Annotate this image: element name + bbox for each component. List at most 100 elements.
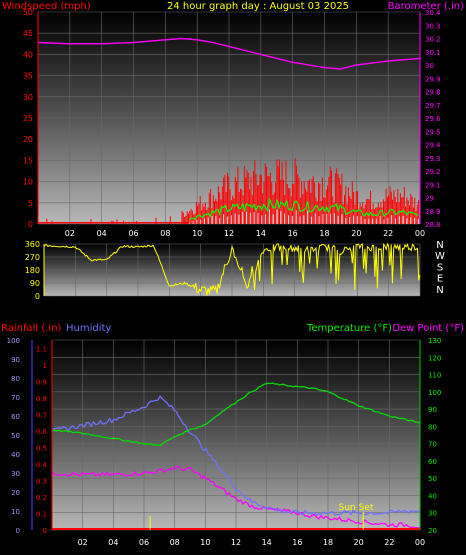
temperature-ticks: 20 30 40 50 60 70 80 90 100 110 120 130	[428, 337, 441, 535]
x-tick-label: 22	[383, 229, 393, 238]
barometer-tick-label: 30.4	[425, 9, 441, 17]
humidity-tick-label: 40	[11, 451, 20, 459]
temperature-tick-label: 60	[428, 458, 437, 466]
x-tick-label: 12	[231, 538, 241, 547]
x-tick-label: 06	[139, 538, 149, 547]
barometer-tick-label: 29.8	[425, 89, 441, 97]
dewpoint-axis-title: Dew Point (°F)	[392, 323, 464, 334]
x-tick-label: 02	[78, 538, 88, 547]
wind-x-ticks: 02 04 06 08 10 12 14 16 18 20 22 00	[65, 229, 425, 238]
x-tick-label: 04	[108, 538, 118, 547]
x-tick-label: 02	[65, 229, 75, 238]
humidity-tick-label: 100	[7, 337, 20, 345]
humidity-tick-label: 90	[11, 356, 20, 364]
wind-direction-line	[43, 242, 421, 296]
temperature-axis-title: Temperature (°F)	[306, 323, 392, 334]
barometer-tick-label: 29.2	[425, 168, 441, 176]
wind-tick-label: 5	[28, 199, 33, 208]
x-tick-label: 08	[170, 538, 180, 547]
temperature-tick-label: 40	[428, 492, 437, 500]
wind-tick-label: 40	[23, 50, 33, 59]
temperature-tick-label: 20	[428, 527, 437, 535]
temperature-line	[51, 382, 421, 447]
barometer-line	[37, 37, 421, 70]
barometer-tick-label: 30.1	[425, 49, 441, 57]
rain-tick-label: 0.7	[36, 411, 47, 419]
x-tick-label: 04	[97, 229, 107, 238]
x-tick-label: 14	[262, 538, 272, 547]
wind-tick-label: 10	[23, 178, 33, 187]
x-tick-label: 12	[224, 229, 234, 238]
wind-tick-label: 25	[23, 114, 33, 123]
x-tick-label: 22	[384, 538, 394, 547]
compass-label: E	[437, 274, 443, 285]
barometer-tick-label: 29	[425, 195, 434, 203]
wind-average-line	[188, 197, 419, 221]
rain-tick-label: 0.4	[36, 461, 48, 469]
temperature-tick-label: 30	[428, 510, 437, 518]
x-tick-label: 20	[354, 538, 364, 547]
x-tick-label: 06	[128, 229, 138, 238]
rain-tick-label: 0.6	[36, 428, 48, 436]
rain-tick-label: 0.8	[36, 395, 47, 403]
direction-series	[43, 242, 421, 296]
temp-series	[51, 382, 421, 530]
humidity-ticks: 0 10 20 30 40 50 60 70 80 90 100	[7, 337, 20, 535]
barometer-tick-label: 28.8	[425, 221, 441, 229]
direction-tick-label: 90	[30, 279, 40, 288]
rain-tick-label: 0.3	[36, 477, 47, 485]
temperature-tick-label: 70	[428, 441, 437, 449]
rain-ticks: 0 0.1 0.2 0.3 0.4 0.5 0.6 0.7 0.8 0.9 1 1.1	[36, 345, 48, 535]
humidity-tick-label: 50	[11, 432, 20, 440]
x-tick-label: 16	[288, 229, 298, 238]
barometer-tick-label: 30	[425, 62, 434, 70]
x-tick-label: 18	[319, 229, 329, 238]
wind-tick-label: 20	[23, 135, 33, 144]
barometer-tick-label: 29.1	[425, 181, 441, 189]
wind-tick-label: 30	[23, 93, 33, 102]
rain-tick-label: 0.2	[36, 494, 47, 502]
rain-tick-label: 0.9	[36, 378, 47, 386]
wind-tick-label: 0	[28, 220, 33, 229]
direction-tick-label: 0	[35, 292, 40, 301]
wind-left-ticks: 0 5 10 15 20 25 30 35 40 45 50	[23, 8, 33, 229]
chart-title: 24 hour graph day : August 03 2025	[167, 1, 349, 12]
humidity-line	[51, 394, 421, 516]
temperature-tick-label: 130	[428, 337, 441, 345]
barometer-tick-label: 29.3	[425, 155, 441, 163]
humidity-axis-title: Humidity	[66, 323, 111, 334]
humidity-tick-label: 0	[16, 527, 20, 535]
x-tick-label: 00	[415, 538, 425, 547]
barometer-tick-label: 28.9	[425, 208, 441, 216]
barometer-tick-label: 29.6	[425, 115, 441, 123]
x-tick-label: 00	[415, 229, 425, 238]
x-tick-label: 10	[200, 538, 210, 547]
barometer-tick-label: 30.3	[425, 22, 441, 30]
barometer-tick-label: 29.7	[425, 102, 441, 110]
wind-series	[37, 37, 421, 224]
compass-label: S	[437, 262, 443, 273]
direction-tick-label: 180	[25, 266, 40, 275]
barometer-tick-label: 29.4	[425, 142, 441, 150]
compass-label: N	[436, 285, 443, 296]
wind-tick-label: 15	[23, 156, 33, 165]
x-tick-label: 08	[160, 229, 170, 238]
rainfall-axis-title: Rainfall (.in)	[1, 323, 62, 334]
wind-tick-label: 45	[23, 29, 33, 38]
barometer-tick-label: 29.5	[425, 128, 441, 136]
dewpoint-line	[51, 465, 421, 529]
humidity-tick-label: 20	[11, 489, 20, 497]
x-tick-label: 18	[323, 538, 333, 547]
temp-x-ticks: 02 04 06 08 10 12 14 16 18 20 22 00	[78, 538, 426, 547]
humidity-tick-label: 10	[11, 508, 20, 516]
humidity-tick-label: 70	[11, 394, 20, 402]
temperature-tick-label: 120	[428, 354, 441, 362]
humidity-tick-label: 80	[11, 375, 20, 383]
temperature-tick-label: 90	[428, 406, 437, 414]
temperature-tick-label: 80	[428, 423, 437, 431]
barometer-tick-label: 29.9	[425, 75, 441, 83]
temperature-tick-label: 50	[428, 475, 437, 483]
direction-tick-label: 270	[25, 253, 40, 262]
